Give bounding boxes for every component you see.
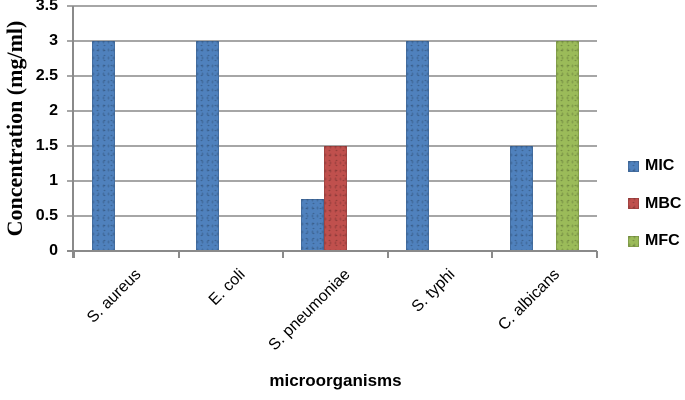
gridline	[67, 5, 597, 7]
legend-label: MBC	[645, 194, 682, 212]
legend-item-mbc: MBC	[628, 195, 681, 213]
y-tick-label: 3	[49, 32, 58, 49]
x-tick	[491, 251, 494, 258]
y-tick-label: 2.5	[35, 67, 58, 84]
y-tick-label: 0.5	[35, 207, 58, 224]
legend-swatch-mfc	[628, 235, 639, 247]
gridline	[67, 145, 597, 147]
legend-label: MFC	[645, 232, 680, 249]
x-axis-line	[67, 250, 597, 252]
bar-mic-2	[301, 198, 324, 251]
legend-swatch-mbc	[628, 198, 639, 209]
gridline	[67, 40, 597, 42]
bar-mfc-4	[556, 41, 580, 251]
category-label: S. aureus	[83, 266, 145, 327]
y-tick-label: 2	[49, 102, 58, 119]
y-axis-line	[72, 6, 74, 258]
category-label: S. pneumoniae	[265, 266, 354, 355]
bar-mic-3	[405, 41, 429, 251]
x-tick	[282, 251, 285, 258]
gridline	[67, 110, 597, 112]
y-tick-label: 0	[49, 242, 58, 259]
y-tick-label: 3.5	[35, 0, 58, 14]
bar-mic-1	[196, 41, 220, 251]
bar-mbc-2	[324, 146, 347, 251]
x-tick	[386, 251, 389, 258]
x-tick	[596, 251, 598, 258]
bar-mic-0	[91, 41, 115, 251]
x-tick	[177, 251, 180, 258]
gridline	[67, 75, 597, 77]
legend-item-mic: MIC	[628, 157, 674, 175]
y-tick-label: 1.5	[35, 137, 58, 154]
legend-label: MIC	[645, 157, 675, 174]
x-tick	[73, 251, 75, 258]
category-label: E. coli	[206, 266, 249, 309]
legend-swatch-mic	[628, 160, 639, 172]
legend-item-mfc: MFC	[628, 232, 680, 250]
bar-mic-4	[510, 146, 534, 251]
x-axis-title: microorganisms	[269, 371, 402, 390]
category-label: C. albicans	[494, 266, 563, 334]
category-label: S. typhi	[408, 266, 459, 316]
y-axis-title: Concentration (mg/ml)	[2, 20, 27, 237]
y-tick-label: 1	[49, 172, 58, 189]
